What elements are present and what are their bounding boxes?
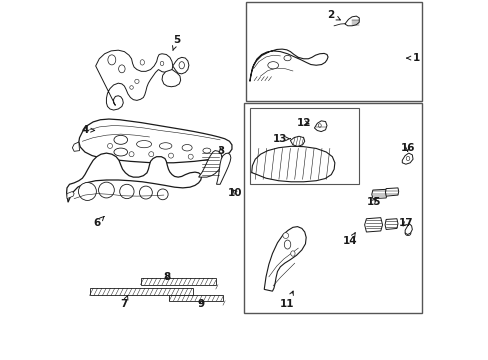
Circle shape bbox=[78, 183, 96, 201]
Bar bbox=[89, 288, 192, 296]
Text: 10: 10 bbox=[228, 188, 242, 198]
Bar bbox=[169, 296, 223, 301]
Ellipse shape bbox=[182, 144, 192, 151]
Ellipse shape bbox=[140, 60, 144, 65]
Text: 12: 12 bbox=[296, 118, 310, 128]
Text: 9: 9 bbox=[198, 299, 204, 309]
Ellipse shape bbox=[284, 55, 290, 61]
Polygon shape bbox=[402, 153, 412, 164]
Circle shape bbox=[282, 233, 288, 238]
Ellipse shape bbox=[160, 61, 163, 66]
Polygon shape bbox=[264, 226, 305, 291]
Ellipse shape bbox=[114, 148, 127, 156]
Ellipse shape bbox=[136, 140, 151, 148]
Polygon shape bbox=[290, 136, 304, 146]
Polygon shape bbox=[314, 121, 326, 132]
Polygon shape bbox=[172, 57, 188, 74]
Text: 5: 5 bbox=[172, 35, 180, 51]
Polygon shape bbox=[384, 219, 397, 229]
Polygon shape bbox=[66, 153, 201, 202]
Text: 1: 1 bbox=[406, 53, 419, 63]
Circle shape bbox=[168, 153, 173, 158]
Polygon shape bbox=[344, 16, 359, 26]
Circle shape bbox=[135, 79, 139, 84]
Polygon shape bbox=[249, 49, 327, 81]
Polygon shape bbox=[251, 146, 334, 182]
Circle shape bbox=[148, 152, 153, 157]
Polygon shape bbox=[371, 189, 386, 199]
Ellipse shape bbox=[203, 148, 210, 153]
Ellipse shape bbox=[114, 135, 127, 144]
Text: 8: 8 bbox=[163, 272, 171, 282]
Text: 6: 6 bbox=[94, 216, 104, 228]
Bar bbox=[244, 103, 421, 313]
Polygon shape bbox=[405, 224, 411, 234]
Text: 16: 16 bbox=[400, 143, 414, 153]
Circle shape bbox=[129, 152, 134, 157]
Ellipse shape bbox=[179, 62, 184, 69]
Ellipse shape bbox=[284, 240, 290, 249]
Circle shape bbox=[188, 154, 193, 159]
Text: 17: 17 bbox=[398, 218, 412, 228]
Ellipse shape bbox=[108, 55, 116, 65]
Polygon shape bbox=[72, 142, 80, 151]
Ellipse shape bbox=[318, 124, 321, 127]
Bar bbox=[249, 108, 359, 184]
Polygon shape bbox=[162, 69, 180, 87]
Bar bbox=[246, 3, 421, 101]
Text: 7: 7 bbox=[121, 296, 128, 309]
Text: 15: 15 bbox=[366, 197, 380, 207]
Text: 14: 14 bbox=[342, 233, 357, 246]
Circle shape bbox=[107, 143, 112, 148]
Ellipse shape bbox=[159, 143, 171, 149]
Ellipse shape bbox=[119, 65, 125, 73]
Ellipse shape bbox=[267, 62, 278, 69]
Text: 13: 13 bbox=[273, 134, 290, 144]
Circle shape bbox=[129, 86, 133, 89]
Text: 3: 3 bbox=[217, 146, 224, 156]
Polygon shape bbox=[385, 188, 398, 196]
Polygon shape bbox=[364, 218, 382, 232]
Polygon shape bbox=[216, 153, 230, 184]
Ellipse shape bbox=[290, 251, 294, 256]
Circle shape bbox=[99, 182, 114, 198]
Bar bbox=[140, 278, 215, 285]
Circle shape bbox=[157, 189, 168, 200]
Text: 4: 4 bbox=[81, 125, 95, 135]
Polygon shape bbox=[198, 150, 222, 177]
Polygon shape bbox=[67, 192, 74, 199]
Circle shape bbox=[120, 184, 134, 199]
Ellipse shape bbox=[406, 156, 409, 161]
Polygon shape bbox=[96, 50, 172, 110]
Circle shape bbox=[139, 186, 152, 199]
Text: 2: 2 bbox=[326, 10, 340, 20]
Polygon shape bbox=[79, 119, 231, 163]
Text: 11: 11 bbox=[280, 291, 294, 309]
